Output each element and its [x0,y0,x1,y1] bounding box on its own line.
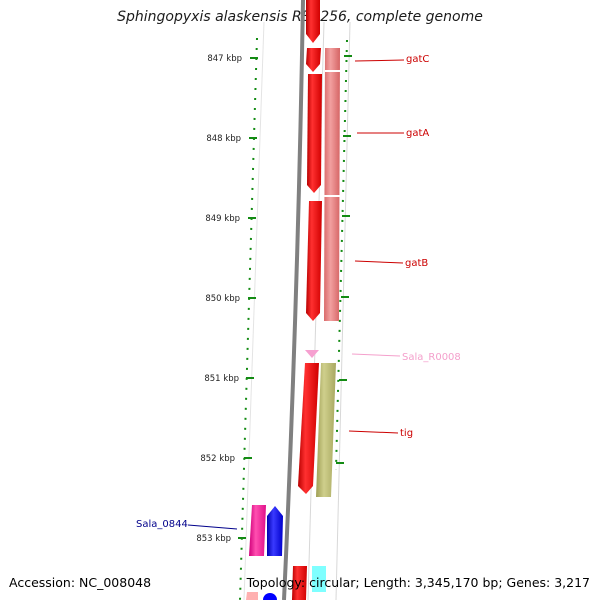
gene-arrow-gatB[interactable] [306,201,322,321]
map-title: Sphingopyxis alaskensis RB2256, complete… [117,9,483,25]
gene-arrow-gatC[interactable] [306,48,321,72]
leader-gatB [354,260,404,264]
gene-marker-Sala_R0008[interactable] [305,350,319,358]
ruler-label-850: 850 kbp [205,294,240,304]
gene-label-tig[interactable]: tig [400,428,413,439]
gene-label-Sala_0844[interactable]: Sala_0844 [136,519,188,530]
ruler-label-853: 853 kbp [196,534,231,544]
ruler-label-851: 851 kbp [204,374,239,384]
gene-arrow-tig[interactable] [298,363,319,494]
gene-arrow-Sala_0844[interactable] [249,505,283,556]
ruler-tick-853: 853 kbp [196,534,246,544]
ruler-label-852: 852 kbp [200,454,235,464]
ruler-dots [239,37,348,600]
ruler-label-848: 848 kbp [206,134,241,144]
gene-arrow-gatA[interactable] [307,74,322,193]
leader-gatC [354,59,405,62]
ruler-tick-851: 851 kbp [204,374,347,384]
genome-backbone [282,0,305,600]
ruler-tick-849: 849 kbp [205,214,350,224]
leader-tig [348,430,399,434]
gene-label-gatB[interactable]: gatB [405,258,428,269]
ruler-label-849: 849 kbp [205,214,240,224]
gene-arrows-bottom[interactable] [246,566,326,600]
ruler-tick-850: 850 kbp [205,294,349,304]
gene-label-Sala_R0008[interactable]: Sala_R0008 [402,352,461,363]
leader-Sala_0844 [187,524,238,530]
outer-track-outline-2 [335,21,351,600]
gene-box-tig[interactable] [316,363,336,497]
gene-arrow-top[interactable] [306,0,320,43]
ruler-tick-848: 848 kbp [206,134,351,144]
accession-text: Accession: NC_008048 [9,575,152,590]
gene-label-gatA[interactable]: gatA [406,128,429,139]
leader-Sala_R0008 [351,353,401,357]
gene-label-gatC[interactable]: gatC [406,54,429,65]
genome-summary-text: Topology: circular; Length: 3,345,170 bp… [246,575,590,590]
ruler-label-847: 847 kbp [207,54,242,64]
ruler-tick-852: 852 kbp [200,454,344,464]
inner-track-outline [243,21,265,600]
ruler-tick-847: 847 kbp [207,54,352,64]
gene-box-gatC-gatA-gatB[interactable] [324,48,340,321]
